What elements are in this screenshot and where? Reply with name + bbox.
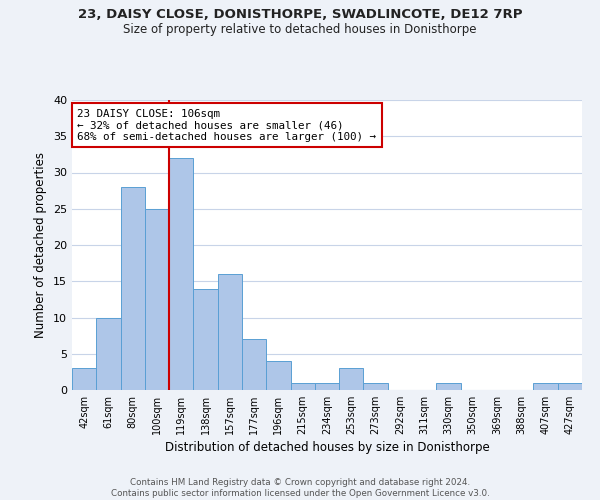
Bar: [339, 368, 364, 390]
Text: Contains HM Land Registry data © Crown copyright and database right 2024.
Contai: Contains HM Land Registry data © Crown c…: [110, 478, 490, 498]
Bar: [169, 158, 193, 390]
Text: 23 DAISY CLOSE: 106sqm
← 32% of detached houses are smaller (46)
68% of semi-det: 23 DAISY CLOSE: 106sqm ← 32% of detached…: [77, 108, 376, 142]
Y-axis label: Number of detached properties: Number of detached properties: [34, 152, 47, 338]
Bar: [266, 361, 290, 390]
X-axis label: Distribution of detached houses by size in Donisthorpe: Distribution of detached houses by size …: [164, 441, 490, 454]
Bar: [145, 209, 169, 390]
Bar: [290, 383, 315, 390]
Bar: [96, 318, 121, 390]
Text: 23, DAISY CLOSE, DONISTHORPE, SWADLINCOTE, DE12 7RP: 23, DAISY CLOSE, DONISTHORPE, SWADLINCOT…: [78, 8, 522, 20]
Bar: [558, 383, 582, 390]
Text: Size of property relative to detached houses in Donisthorpe: Size of property relative to detached ho…: [123, 22, 477, 36]
Bar: [436, 383, 461, 390]
Bar: [315, 383, 339, 390]
Bar: [218, 274, 242, 390]
Bar: [364, 383, 388, 390]
Bar: [72, 368, 96, 390]
Bar: [242, 339, 266, 390]
Bar: [533, 383, 558, 390]
Bar: [193, 288, 218, 390]
Bar: [121, 187, 145, 390]
